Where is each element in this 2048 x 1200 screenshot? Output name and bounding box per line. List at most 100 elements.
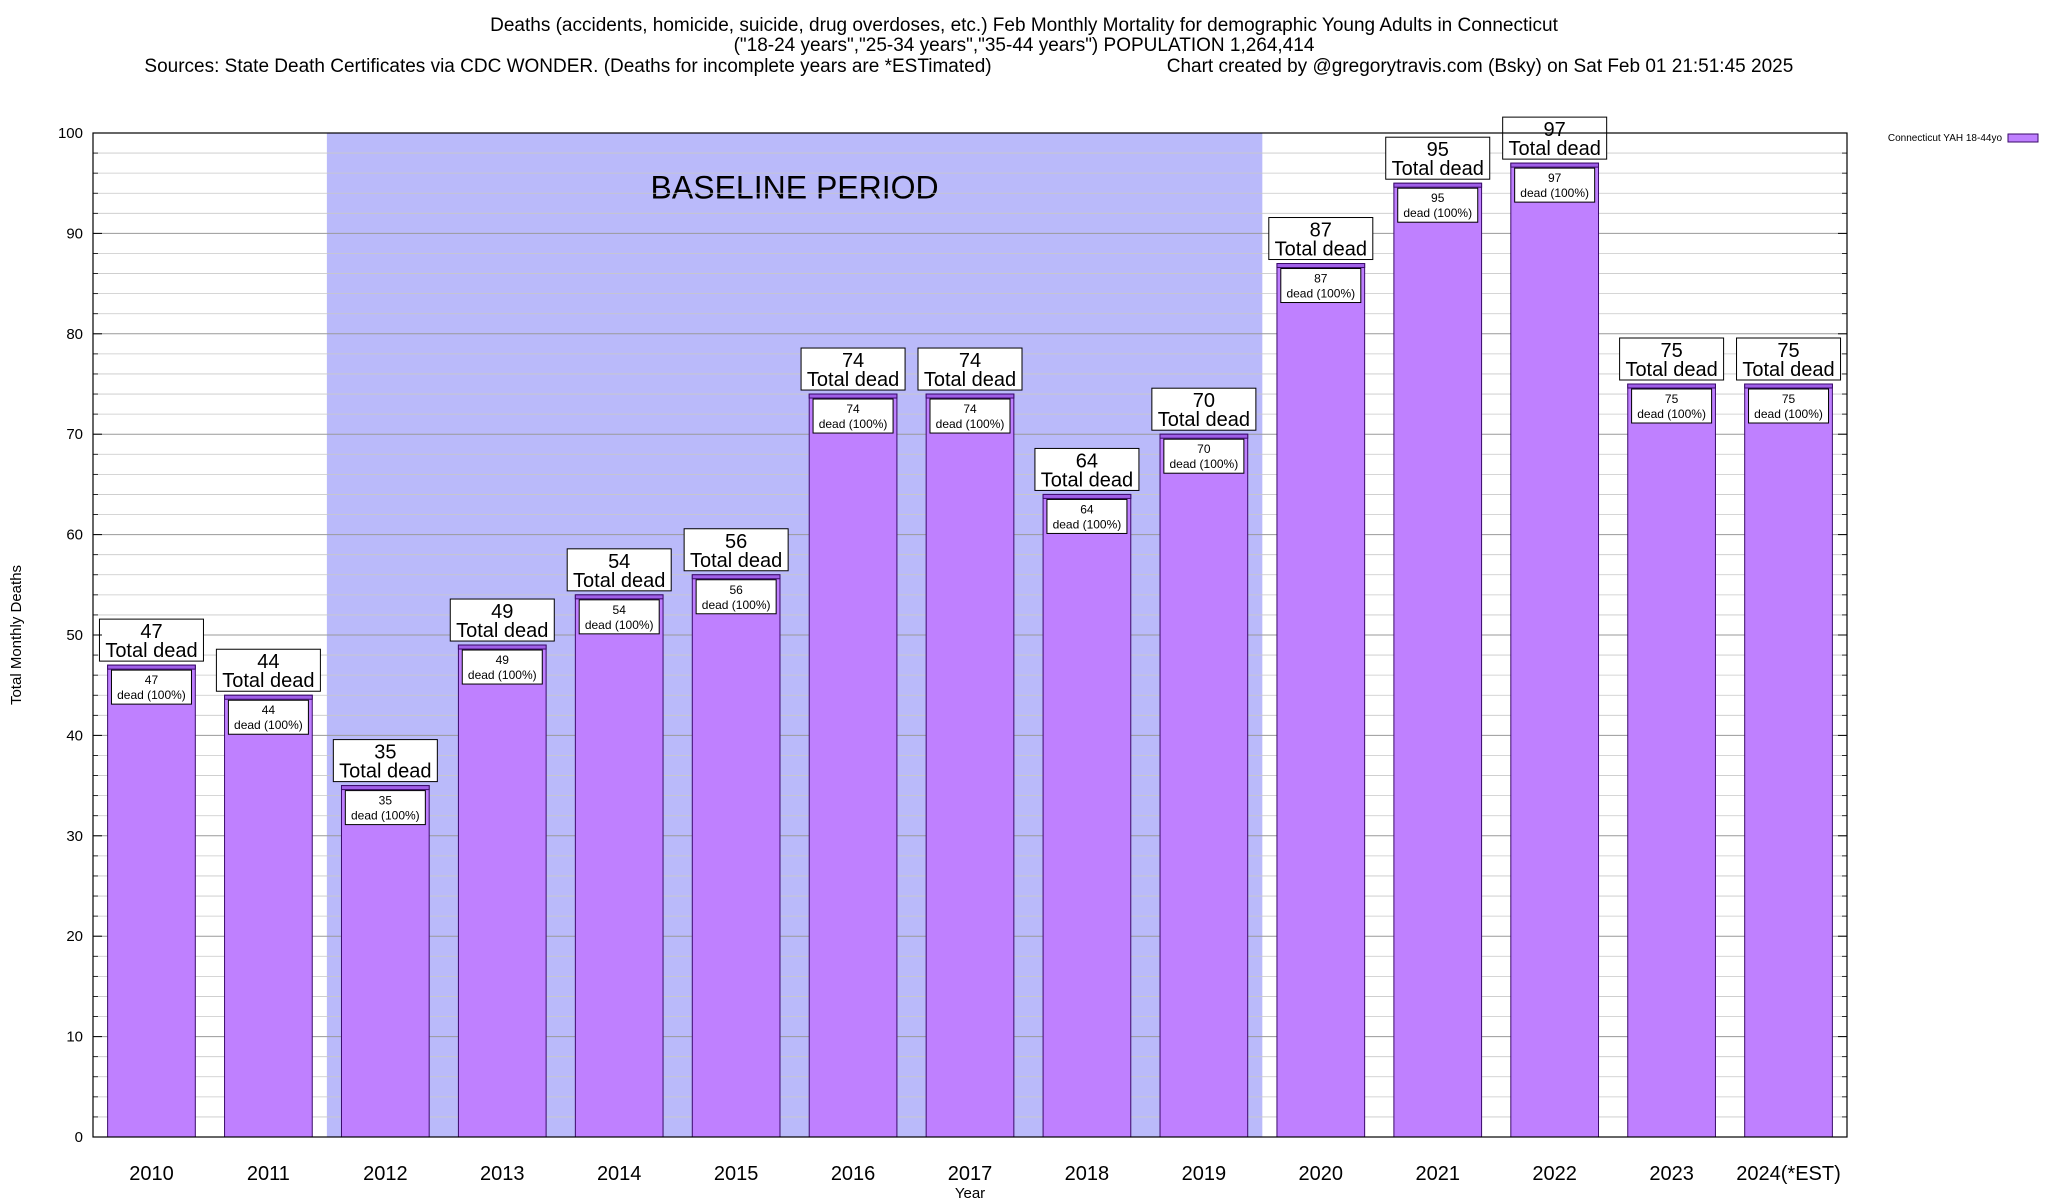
bar-top-band xyxy=(925,393,1015,399)
x-tick-label: 2022 xyxy=(1532,1163,1577,1185)
top-label-value: 97 xyxy=(1544,119,1566,141)
inner-label-box xyxy=(695,579,777,615)
inner-label-box xyxy=(929,398,1011,434)
top-label-value: 75 xyxy=(1660,340,1682,362)
top-label-box xyxy=(800,347,906,391)
inner-label-box xyxy=(344,790,426,826)
inner-label-value: 49 xyxy=(496,653,510,667)
top-label-box xyxy=(449,598,555,642)
y-tick-label: 60 xyxy=(66,527,83,544)
inner-label-value: 97 xyxy=(1548,171,1562,185)
top-label-text: Total dead xyxy=(222,670,314,692)
top-label-box xyxy=(215,648,321,692)
inner-label-text: dead (100%) xyxy=(819,417,888,431)
inner-label-text: dead (100%) xyxy=(1520,186,1589,200)
bar xyxy=(1159,433,1249,1138)
inner-label-value: 87 xyxy=(1314,272,1328,286)
top-label-text: Total dead xyxy=(1392,158,1484,180)
title-line-2: ("18-24 years","25-34 years","35-44 year… xyxy=(734,35,1315,56)
top-label-box xyxy=(1268,217,1374,261)
legend: Connecticut YAH 18-44yo xyxy=(1888,133,2039,144)
inner-label-box xyxy=(1397,187,1479,223)
x-tick-label: 2021 xyxy=(1415,1163,1460,1185)
top-label-text: Total dead xyxy=(924,369,1016,391)
inner-label-text: dead (100%) xyxy=(585,618,654,632)
bar xyxy=(808,393,898,1138)
top-label-box xyxy=(917,347,1023,391)
x-tick-label: 2014 xyxy=(597,1163,642,1185)
top-label-text: Total dead xyxy=(807,369,899,391)
inner-label-value: 75 xyxy=(1665,392,1679,406)
inner-label-text: dead (100%) xyxy=(468,668,537,682)
bar xyxy=(1510,162,1600,1138)
inner-label-box xyxy=(1163,438,1245,474)
inner-label-value: 75 xyxy=(1782,392,1796,406)
bar xyxy=(1627,383,1716,1138)
y-tick-label: 70 xyxy=(66,426,83,443)
top-label-value: 74 xyxy=(842,350,864,372)
axis-layer: 0 10 20 30 40 50 60 70 80 90 100 2010 2011 2012 2013 20… xyxy=(58,125,1847,1185)
bar-top-band xyxy=(1276,263,1366,269)
inner-label-box xyxy=(1748,388,1830,424)
top-label-box xyxy=(1502,116,1608,160)
top-label-text: Total dead xyxy=(573,570,665,592)
bar-top-band xyxy=(1744,383,1833,389)
top-label-value: 47 xyxy=(140,621,162,643)
inner-label-value: 74 xyxy=(846,402,860,416)
bar-top-band xyxy=(1510,162,1600,168)
inner-label-text: dead (100%) xyxy=(1754,407,1823,421)
top-label-value: 64 xyxy=(1076,450,1098,472)
bar xyxy=(925,393,1015,1138)
inner-label-box xyxy=(110,669,192,705)
y-tick-label: 90 xyxy=(66,225,83,242)
x-tick-label: 2020 xyxy=(1299,1163,1344,1185)
x-tick-label: 2017 xyxy=(948,1163,993,1185)
bar xyxy=(340,785,430,1138)
bar-top-band xyxy=(107,664,196,670)
inner-label-value: 64 xyxy=(1080,502,1094,516)
bar-top-band xyxy=(340,785,430,791)
inner-label-box xyxy=(812,398,894,434)
x-tick-label: 2013 xyxy=(480,1163,525,1185)
baseline-period-label: BASELINE PERIOD xyxy=(651,169,939,205)
top-label-value: 49 xyxy=(491,601,513,623)
inner-label-box xyxy=(461,649,543,685)
inner-label-value: 44 xyxy=(262,703,276,717)
bar xyxy=(107,664,196,1138)
title-line-3: Sources: State Death Certificates via CD… xyxy=(144,56,991,77)
y-tick-label: 100 xyxy=(58,125,83,142)
top-label-value: 54 xyxy=(608,551,630,573)
inner-label-text: dead (100%) xyxy=(702,598,771,612)
top-label-text: Total dead xyxy=(1742,359,1834,381)
inner-label-box xyxy=(1631,388,1713,424)
top-label-text: Total dead xyxy=(1158,409,1250,431)
x-tick-label: 2010 xyxy=(129,1163,174,1185)
inner-label-box xyxy=(1514,167,1596,203)
legend-swatch xyxy=(2007,133,2039,143)
top-label-text: Total dead xyxy=(339,761,431,783)
y-tick-label: 10 xyxy=(66,1029,83,1046)
bar xyxy=(691,574,781,1138)
top-label-box xyxy=(1385,136,1491,180)
top-label-value: 35 xyxy=(374,742,396,764)
bar xyxy=(1042,493,1132,1138)
top-label-text: Total dead xyxy=(1275,239,1367,261)
bar xyxy=(1276,263,1366,1138)
inner-label-value: 95 xyxy=(1431,191,1445,205)
top-label-value: 44 xyxy=(257,651,279,673)
inner-label-box xyxy=(227,699,309,735)
inner-label-box xyxy=(578,599,660,635)
bar xyxy=(457,644,547,1138)
inner-label-text: dead (100%) xyxy=(117,688,186,702)
inner-label-value: 47 xyxy=(145,673,159,687)
inner-label-text: dead (100%) xyxy=(1637,407,1706,421)
inner-label-text: dead (100%) xyxy=(1053,517,1122,531)
inner-label-value: 74 xyxy=(963,402,977,416)
inner-label-text: dead (100%) xyxy=(1403,206,1472,220)
inner-label-value: 54 xyxy=(613,603,627,617)
top-label-box xyxy=(1619,337,1725,381)
bar-top-band xyxy=(691,574,781,580)
